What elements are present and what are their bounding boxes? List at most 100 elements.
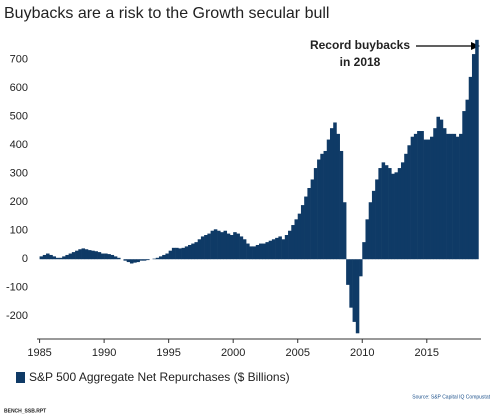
bar <box>158 256 163 260</box>
x-tick-label: 1985 <box>27 347 51 359</box>
x-tick-label: 1995 <box>156 347 180 359</box>
bar <box>107 254 111 260</box>
bar <box>55 257 60 260</box>
bar <box>375 179 379 260</box>
y-tick-label: 500 <box>10 111 28 123</box>
bar <box>184 246 189 260</box>
bar <box>394 172 399 260</box>
bar <box>381 162 386 260</box>
bar <box>410 136 415 260</box>
bar <box>207 233 211 260</box>
bar <box>175 247 179 260</box>
bar <box>430 136 434 260</box>
bar <box>213 229 218 260</box>
bar <box>259 243 263 260</box>
bar <box>384 165 389 260</box>
bar <box>39 256 44 260</box>
bar <box>226 233 231 260</box>
bar <box>365 219 370 260</box>
bar <box>378 168 382 260</box>
bar <box>71 252 76 260</box>
legend-label: S&P 500 Aggregate Net Repurchases ($ Bil… <box>29 370 290 384</box>
bar <box>304 196 308 260</box>
bar <box>284 235 289 260</box>
y-tick-label: 200 <box>10 196 28 208</box>
bar <box>339 150 344 260</box>
bar <box>78 249 82 260</box>
bar <box>188 244 192 260</box>
bar <box>181 247 186 260</box>
bar <box>391 173 395 260</box>
bar <box>265 242 269 260</box>
bar <box>65 254 69 260</box>
footer: BENCH_SSB.RPT <box>4 408 46 414</box>
bar <box>433 128 437 260</box>
bar <box>326 139 331 260</box>
bar <box>420 131 424 260</box>
bar <box>281 239 286 260</box>
bar <box>446 133 450 260</box>
bar <box>236 233 240 260</box>
bar <box>152 258 157 260</box>
bar <box>165 253 169 260</box>
legend-swatch <box>16 372 25 383</box>
bar <box>252 246 257 260</box>
annotation: in 2018 <box>340 55 381 69</box>
y-tick-label: -100 <box>6 282 28 294</box>
bar <box>346 259 350 285</box>
bar <box>104 253 108 260</box>
bar <box>155 257 160 260</box>
bar <box>313 168 318 260</box>
bar <box>139 259 144 261</box>
bar <box>249 246 253 260</box>
bar <box>197 239 202 260</box>
bar <box>129 259 134 264</box>
bar <box>58 257 63 260</box>
bar <box>194 242 198 260</box>
bar <box>368 202 373 260</box>
bar <box>329 128 334 260</box>
bar <box>275 237 279 260</box>
y-tick-label: 0 <box>22 253 28 265</box>
bar <box>291 225 295 260</box>
x-tick-label: 2015 <box>415 347 439 359</box>
bar <box>407 145 411 260</box>
bar <box>62 256 66 260</box>
bar <box>397 168 402 260</box>
bar <box>362 242 366 260</box>
y-tick-label: 400 <box>10 139 28 151</box>
bar <box>468 76 473 260</box>
bar <box>349 259 353 308</box>
bar <box>162 254 166 260</box>
bar <box>307 188 311 260</box>
bar <box>423 139 428 260</box>
bar <box>323 150 328 260</box>
bar <box>126 259 131 263</box>
bar <box>168 250 173 260</box>
bar <box>52 256 57 260</box>
bar <box>171 247 176 260</box>
y-tick-label: 700 <box>10 54 28 66</box>
bar <box>239 236 244 260</box>
bar <box>117 257 121 260</box>
bar <box>294 219 299 260</box>
bar <box>300 205 305 260</box>
bar <box>336 133 340 260</box>
bar <box>359 259 363 277</box>
x-tick-label: 1990 <box>92 347 116 359</box>
bar <box>100 253 105 260</box>
bar <box>268 240 273 260</box>
bar <box>204 235 208 260</box>
bar <box>229 235 234 260</box>
bar <box>246 243 250 260</box>
bar <box>233 232 237 260</box>
bar <box>462 111 466 260</box>
bar <box>278 236 282 260</box>
bar <box>352 259 357 322</box>
y-tick-label: 300 <box>10 168 28 180</box>
bar <box>426 139 431 260</box>
chart-title: Buybacks are a risk to the Growth secula… <box>4 5 329 22</box>
annotation: Record buybacks <box>310 38 410 52</box>
bar <box>94 251 98 260</box>
bar <box>342 202 347 260</box>
